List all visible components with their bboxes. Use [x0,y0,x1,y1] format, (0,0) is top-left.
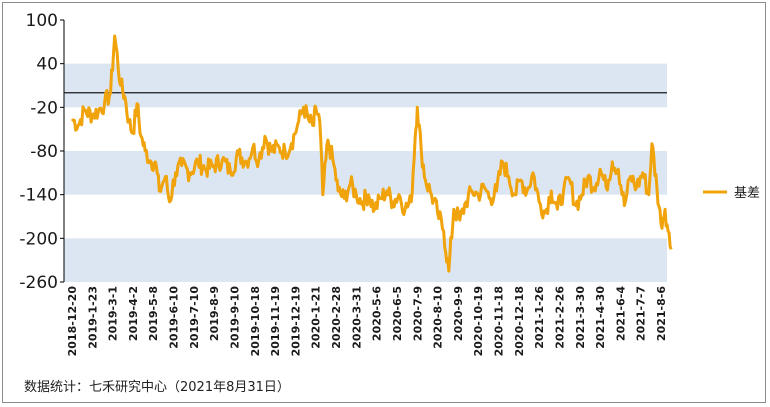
x-tick-label: 2021-8-6 [655,286,668,341]
x-tick-label: 2019-10-18 [249,286,262,356]
grid-band [64,238,667,282]
x-tick-label: 2020-10-19 [472,286,485,356]
x-tick-label: 2019-12-19 [289,286,302,356]
x-tick-label: 2019-8-9 [208,286,221,341]
x-tick-label: 2020-1-21 [310,286,323,349]
x-tick-label: 2021-7-7 [635,286,648,341]
x-tick-label: 2019-1-23 [86,286,99,349]
x-tick-label: 2020-7-9 [411,286,424,341]
legend-label: 基差 [734,186,760,201]
grid-band [64,63,667,108]
x-tick-label: 2021-6-4 [614,286,627,341]
x-tick-label: 2021-3-30 [574,286,587,349]
legend: 基差 [703,186,760,201]
x-axis-ticks: 2018-12-20 2019-1-23 2019-3-1 2019-4-2 2019-… [66,286,668,357]
x-tick-label: 2019-9-10 [228,286,241,349]
source-note: 数据统计：七禾研究中心（2021年8月31日） [24,380,290,395]
alternating-bands [64,63,667,282]
y-tick-label: -20 [30,98,58,118]
x-tick-label: 2020-2-28 [330,286,343,349]
x-tick-label: 2021-1-26 [533,286,546,349]
x-tick-label: 2021-2-26 [553,286,566,349]
x-tick-label: 2019-11-19 [269,286,282,356]
x-tick-label: 2020-8-10 [432,286,445,349]
y-tick-label: 100 [26,11,58,31]
series-line-jicha [70,34,673,273]
y-tick-label: -140 [19,186,58,206]
x-tick-label: 2020-11-18 [493,286,506,356]
y-tick-label: -260 [19,273,58,293]
y-tick-label: -200 [19,229,58,249]
y-tick-label: -80 [30,142,58,162]
x-tick-label: 2020-12-18 [513,286,526,356]
x-tick-label: 2021-4-30 [594,286,607,349]
grid-band [64,151,667,195]
x-tick-label: 2019-5-8 [147,286,160,341]
x-tick-label: 2019-7-10 [188,286,201,349]
y-tick-label: 40 [36,55,58,75]
x-tick-label: 2019-4-2 [127,286,140,341]
x-tick-label: 2020-5-6 [371,286,384,341]
x-tick-label: 2020-6-5 [391,286,404,341]
x-tick-label: 2018-12-20 [66,286,79,357]
x-tick-label: 2019-6-10 [168,286,181,349]
y-axis-ticks: 100 40 -20 -80 -140 -200 -260 [19,11,64,293]
x-tick-label: 2020-3-31 [350,286,363,349]
x-tick-label: 2019-3-1 [107,286,120,341]
x-tick-label: 2020-9-9 [452,286,465,341]
